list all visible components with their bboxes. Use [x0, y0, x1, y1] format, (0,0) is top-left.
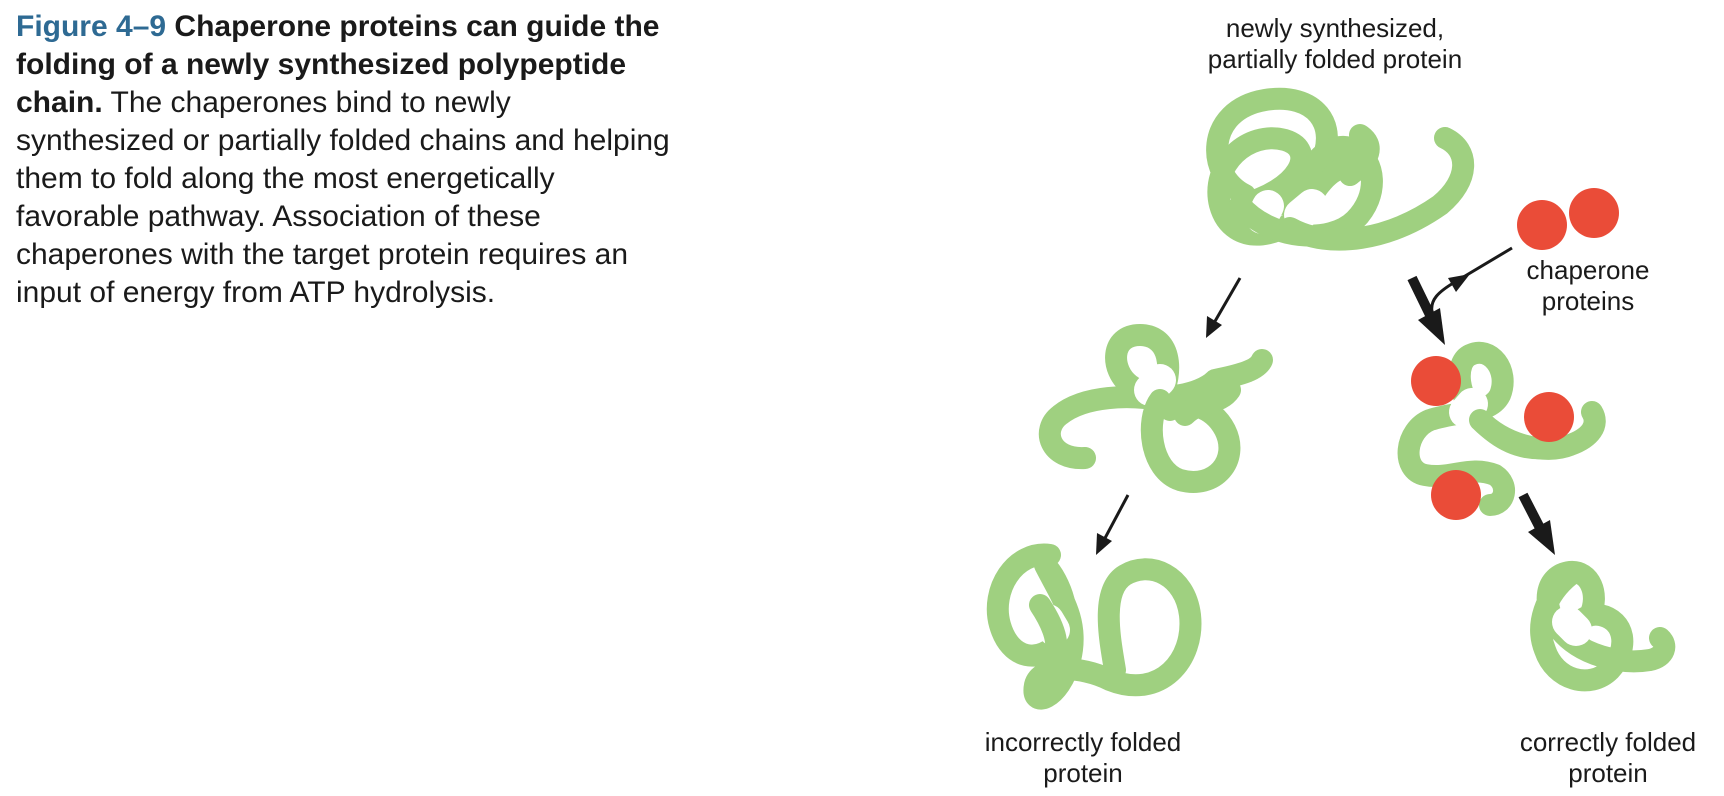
label-chaperone-line1: chaperone [1527, 255, 1650, 285]
protein-misfolding-intermediate [1038, 324, 1273, 493]
figure-caption: Figure 4–9 Chaperone proteins can guide … [16, 8, 676, 312]
arrow-to-misfolded-intermediate [1206, 277, 1242, 338]
label-newly-synthesized-line1: newly synthesized, [1226, 13, 1444, 43]
arrow-to-chaperone-complex [1407, 275, 1445, 345]
label-correctly-folded-line2: protein [1568, 758, 1648, 788]
protein-incorrectly-folded [986, 543, 1202, 710]
chaperone-molecule [1569, 188, 1619, 238]
label-incorrectly-folded-line2: protein [1043, 758, 1123, 788]
chaperone-proteins-bound [1411, 356, 1574, 520]
label-newly-synthesized-line2: partially folded protein [1208, 44, 1462, 74]
chaperone-molecule [1517, 200, 1567, 250]
chaperone-proteins-free [1517, 188, 1619, 250]
arrow-chaperones-joining [1430, 246, 1513, 313]
label-chaperone-line2: proteins [1542, 286, 1635, 316]
chaperone-molecule [1411, 356, 1461, 406]
figure-body-text: The chaperones bind to newly synthesized… [16, 86, 670, 309]
arrow-to-correctly-folded [1518, 492, 1555, 555]
protein-correctly-folded [1530, 561, 1676, 692]
label-incorrectly-folded-line1: incorrectly folded [985, 727, 1182, 757]
protein-partially-folded [1206, 87, 1475, 251]
figure-number: Figure 4–9 [16, 10, 167, 43]
arrow-to-incorrectly-folded [1096, 494, 1130, 555]
chaperone-molecule [1431, 470, 1481, 520]
figure-title: Chaperone proteins can guide the folding… [16, 10, 660, 119]
chaperone-molecule [1524, 392, 1574, 442]
label-correctly-folded-line1: correctly folded [1520, 727, 1696, 757]
